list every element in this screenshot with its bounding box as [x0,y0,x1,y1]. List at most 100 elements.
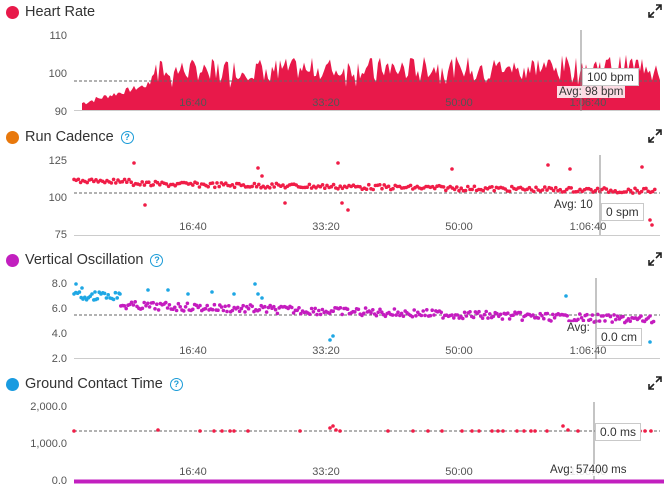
vertical-oscillation-point [115,296,119,300]
vertical-oscillation-point [423,313,427,318]
vertical-oscillation-point [219,305,224,309]
ground-contact-time-point [331,424,335,428]
vertical-oscillation-point [455,313,460,317]
vertical-oscillation-point [308,312,312,316]
ground-contact-time-point [470,429,474,433]
vertical-oscillation-point [140,306,145,311]
cadence-point [336,187,340,191]
vertical-oscillation-point [273,307,278,312]
vertical-oscillation-point [520,318,524,322]
vertical-oscillation-point [221,308,226,313]
vertical-oscillation-point [260,296,264,300]
y-tick-label: 1,000.0 [30,438,67,450]
heart-rate-cursor-value: 100 bpm [582,68,639,86]
vertical-oscillation-point [156,308,161,312]
cadence-point [140,180,144,184]
help-icon[interactable]: ? [150,253,164,267]
cadence-point [127,177,131,182]
cadence-point [391,186,395,191]
vertical-oscillation-point [628,319,632,323]
vertical-oscillation-point [399,311,404,316]
x-tick-label: 50:00 [445,221,473,233]
y-tick-label: 2.0 [52,353,67,365]
vertical-oscillation-point [253,282,257,286]
vertical-oscillation-point [383,314,388,319]
cadence-point [459,186,464,190]
vertical-oscillation-point [257,308,262,312]
vertical-oscillation-point [651,319,656,324]
ground-contact-time-point [246,429,250,433]
ground-contact-time-point [298,429,302,433]
vertical-oscillation-chart[interactable]: 8.0 6.0 4.0 2.0 16:40 33:20 50:00 1:06:4… [0,248,672,370]
vertical-oscillation-point [480,316,485,320]
help-icon[interactable]: ? [169,377,183,391]
cadence-point [450,167,454,171]
ground-contact-time-point [328,426,332,430]
vertical-oscillation-point [176,301,181,306]
cadence-point [85,180,89,185]
y-tick-label: 125 [49,155,67,167]
vertical-oscillation-point [309,306,314,311]
vertical-oscillation-point [581,318,586,323]
vertical-oscillation-point [210,307,215,312]
vertical-oscillation-point [256,292,260,296]
y-tick-label: 4.0 [52,328,67,340]
ground-contact-time-point [228,429,232,433]
vertical-oscillation-point [545,311,550,316]
cadence-point [433,186,437,191]
vertical-oscillation-point [275,311,280,316]
vertical-oscillation-point [441,316,445,320]
vertical-oscillation-point [507,317,512,321]
cadence-point [281,183,285,187]
cadence-point [545,188,549,192]
vertical-oscillation-point [500,317,505,321]
expand-icon[interactable] [648,252,662,266]
x-tick-label: 1:06:40 [570,97,607,109]
cadence-point [466,184,470,189]
cadence-point [307,182,312,187]
cadence-point [224,181,228,185]
cadence-point [543,185,547,189]
expand-icon[interactable] [648,4,662,18]
ground-contact-time-point [576,429,580,433]
vertical-oscillation-point [263,304,267,309]
cadence-point [197,185,202,189]
vertical-oscillation-point [394,313,399,317]
y-tick-label: 100 [49,68,67,80]
heart-rate-chart[interactable]: 110 100 90 16:40 33:20 50:00 1:06:40 [0,0,672,123]
vertical-oscillation-point [133,300,137,304]
cadence-point [210,181,215,185]
cadence-point [232,185,237,190]
cadence-point [132,161,136,165]
vertical-oscillation-header: Vertical Oscillation ? [6,248,164,272]
help-icon[interactable]: ? [120,130,134,144]
cadence-point [444,188,448,193]
cadence-point [76,177,81,182]
cadence-point [558,187,562,192]
vertical-oscillation-point [167,303,172,307]
expand-icon[interactable] [648,376,662,390]
cadence-point [191,183,195,187]
cadence-point [463,188,468,193]
vertical-oscillation-point [155,302,159,306]
vertical-oscillation-point [311,310,316,314]
cadence-point [254,184,259,189]
expand-icon[interactable] [648,129,662,143]
vertical-oscillation-point [390,313,395,317]
cadence-point [250,184,254,189]
cadence-point [382,183,387,187]
vertical-oscillation-point [468,310,472,314]
vertical-oscillation-point [585,312,589,317]
vertical-oscillation-point [471,315,476,320]
vertical-oscillation-point [353,310,357,314]
heart-rate-area [82,54,660,111]
vertical-oscillation-point [464,314,469,318]
cadence-point [540,188,545,192]
vertical-oscillation-point [565,314,569,318]
cadence-point [331,182,336,187]
vertical-oscillation-point [614,317,618,322]
vertical-oscillation-point [331,309,336,313]
vertical-oscillation-point [608,314,613,319]
run-cadence-chart[interactable]: 125 100 75 16:40 33:20 50:00 1:06:40 [0,125,672,245]
ground-contact-time-point [334,428,338,432]
